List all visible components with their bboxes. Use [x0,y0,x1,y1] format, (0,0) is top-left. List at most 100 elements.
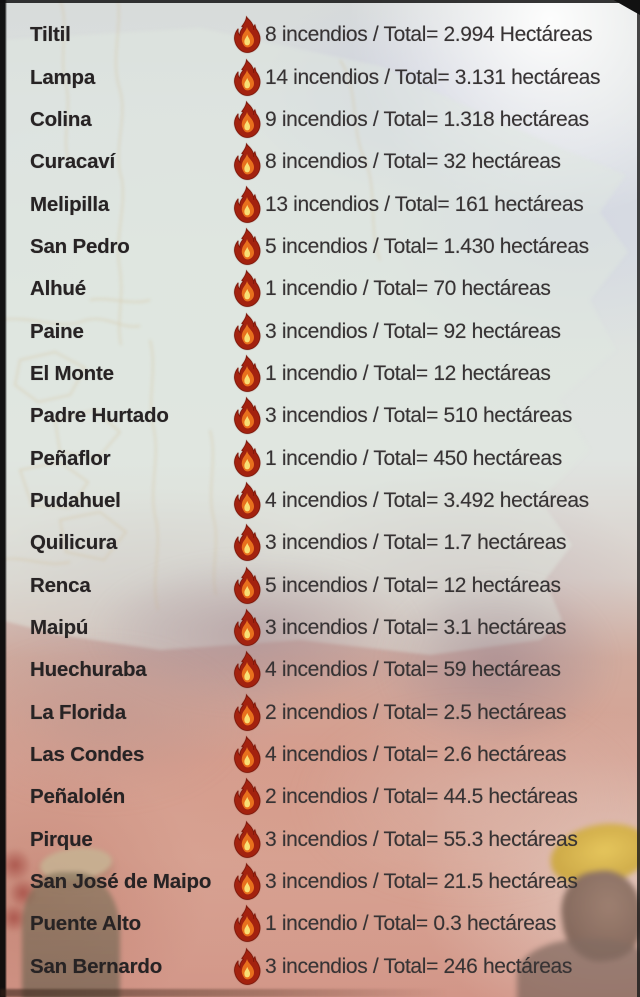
fire-stats: 4 incendios / Total= 59 hectáreas [265,658,561,682]
fire-stats: 13 incendios / Total= 161 hectáreas [265,192,584,216]
fire-stats: 4 incendios / Total= 3.492 hectáreas [265,488,589,512]
comuna-row: Peñalolén 2 incendios / Total= 44.5 hect… [0,776,640,818]
fire-stats: 5 incendios / Total= 1.430 hectáreas [265,234,589,258]
comuna-name: Renca [30,573,91,597]
fire-icon [232,269,262,309]
comuna-name: Padre Hurtado [30,404,169,428]
comuna-name: Quilicura [30,531,118,555]
comuna-fire-list: Tiltil 8 incendios / Total= 2.994 Hectár… [0,14,640,988]
comuna-row: Alhué 1 incendio / Total= 70 hectáreas [0,268,640,310]
comuna-name: Tiltil [30,23,71,47]
fire-icon [232,650,262,690]
fire-stats: 2 incendios / Total= 2.5 hectáreas [265,700,567,724]
firefighter-shoulder [517,939,640,997]
comuna-name: San Bernardo [30,954,163,978]
region-silhouette [0,28,628,655]
comuna-row: Puente Alto 1 incendio / Total= 0.3 hect… [0,903,640,945]
fire-icon [232,185,262,225]
comuna-row: Lampa 14 incendios / Total= 3.131 hectár… [0,56,640,98]
comuna-name: Pirque [30,827,93,851]
fire-icon [232,777,262,817]
fire-stats: 9 incendios / Total= 1.318 hectáreas [265,107,589,131]
fire-icon [232,735,262,775]
comuna-name: Las Condes [30,743,145,767]
fire-icon [232,481,262,521]
fire-stats: 8 incendios / Total= 32 hectáreas [265,150,561,174]
board-edge-top [0,0,640,3]
firefighter-photo-right [517,815,640,997]
comuna-row: El Monte 1 incendio / Total= 12 hectárea… [0,353,640,395]
comuna-row: Pirque 3 incendios / Total= 55.3 hectáre… [0,819,640,861]
comuna-name: La Florida [30,700,126,724]
comuna-name: Peñalolén [30,785,126,809]
comuna-name: San José de Maipo [30,870,212,894]
comuna-row: Melipilla 13 incendios / Total= 161 hect… [0,183,640,225]
comuna-name: Paine [30,319,84,343]
fire-icon [232,862,262,902]
comuna-row: Huechuraba 4 incendios / Total= 59 hectá… [0,649,640,691]
comuna-row: Tiltil 8 incendios / Total= 2.994 Hectár… [0,14,640,56]
firefighter-body [22,872,120,997]
fire-stats: 5 incendios / Total= 12 hectáreas [265,573,561,597]
fire-icon [232,58,262,98]
fire-stats: 1 incendio / Total= 12 hectáreas [265,361,551,385]
comuna-name: Maipú [30,615,89,639]
comuna-row: Las Condes 4 incendios / Total= 2.6 hect… [0,734,640,776]
fire-stats: 3 incendios / Total= 55.3 hectáreas [265,827,578,851]
comuna-name: Pudahuel [30,488,121,512]
comuna-row: Quilicura 3 incendios / Total= 1.7 hectá… [0,522,640,564]
fire-icon [232,439,262,479]
fire-icon [232,396,262,436]
fire-stats: 3 incendios / Total= 510 hectáreas [265,404,573,428]
fire-stats: 8 incendios / Total= 2.994 Hectáreas [265,23,593,47]
fire-icon [232,142,262,182]
fire-stats: 1 incendio / Total= 450 hectáreas [265,446,562,470]
fire-stats: 1 incendio / Total= 0.3 hectáreas [265,912,557,936]
fire-icon [232,904,262,944]
comuna-row: San Pedro 5 incendios / Total= 1.430 hec… [0,226,640,268]
comuna-row: La Florida 2 incendios / Total= 2.5 hect… [0,692,640,734]
fire-icon [232,820,262,860]
fire-stats: 3 incendios / Total= 246 hectáreas [265,954,573,978]
comuna-name: Alhué [30,277,86,301]
comuna-row: Peñaflor 1 incendio / Total= 450 hectáre… [0,437,640,479]
comuna-name: Peñaflor [30,446,111,470]
comuna-row: Paine 3 incendios / Total= 92 hectáreas [0,310,640,352]
comuna-row: Renca 5 incendios / Total= 12 hectáreas [0,564,640,606]
board-edge-right [637,0,640,997]
fire-icon [232,312,262,352]
fire-icon [232,608,262,648]
comuna-name: Melipilla [30,192,110,216]
comuna-name: Puente Alto [30,912,141,936]
board-edge-bottom [0,989,448,997]
fire-stats: 2 incendios / Total= 44.5 hectáreas [265,785,578,809]
fire-stats: 1 incendio / Total= 70 hectáreas [265,277,551,301]
comuna-row: Maipú 3 incendios / Total= 3.1 hectáreas [0,607,640,649]
fire-stats: 3 incendios / Total= 92 hectáreas [265,319,561,343]
fire-stats: 4 incendios / Total= 2.6 hectáreas [265,743,567,767]
comuna-row: San Bernardo 3 incendios / Total= 246 he… [0,946,640,988]
fire-stats: 3 incendios / Total= 3.1 hectáreas [265,615,567,639]
fire-icon [232,693,262,733]
fire-icon [232,100,262,140]
fire-icon [232,15,262,55]
fire-stats: 3 incendios / Total= 1.7 hectáreas [265,531,567,555]
comuna-row: Colina 9 incendios / Total= 1.318 hectár… [0,99,640,141]
comuna-name: Lampa [30,65,96,89]
comuna-row: Padre Hurtado 3 incendios / Total= 510 h… [0,395,640,437]
comuna-row: San José de Maipo 3 incendios / Total= 2… [0,861,640,903]
comuna-name: San Pedro [30,234,130,258]
board-edge-left [0,0,7,997]
comuna-name: El Monte [30,361,114,385]
comuna-row: Pudahuel 4 incendios / Total= 3.492 hect… [0,480,640,522]
fire-icon [232,354,262,394]
fire-icon [232,566,262,606]
comuna-row: Curacaví 8 incendios / Total= 32 hectáre… [0,141,640,183]
comuna-name: Huechuraba [30,658,147,682]
comuna-name: Curacaví [30,150,116,174]
fire-icon [232,227,262,267]
firefighter-silhouette-left [0,842,150,997]
fire-stats: 14 incendios / Total= 3.131 hectáreas [265,65,601,89]
